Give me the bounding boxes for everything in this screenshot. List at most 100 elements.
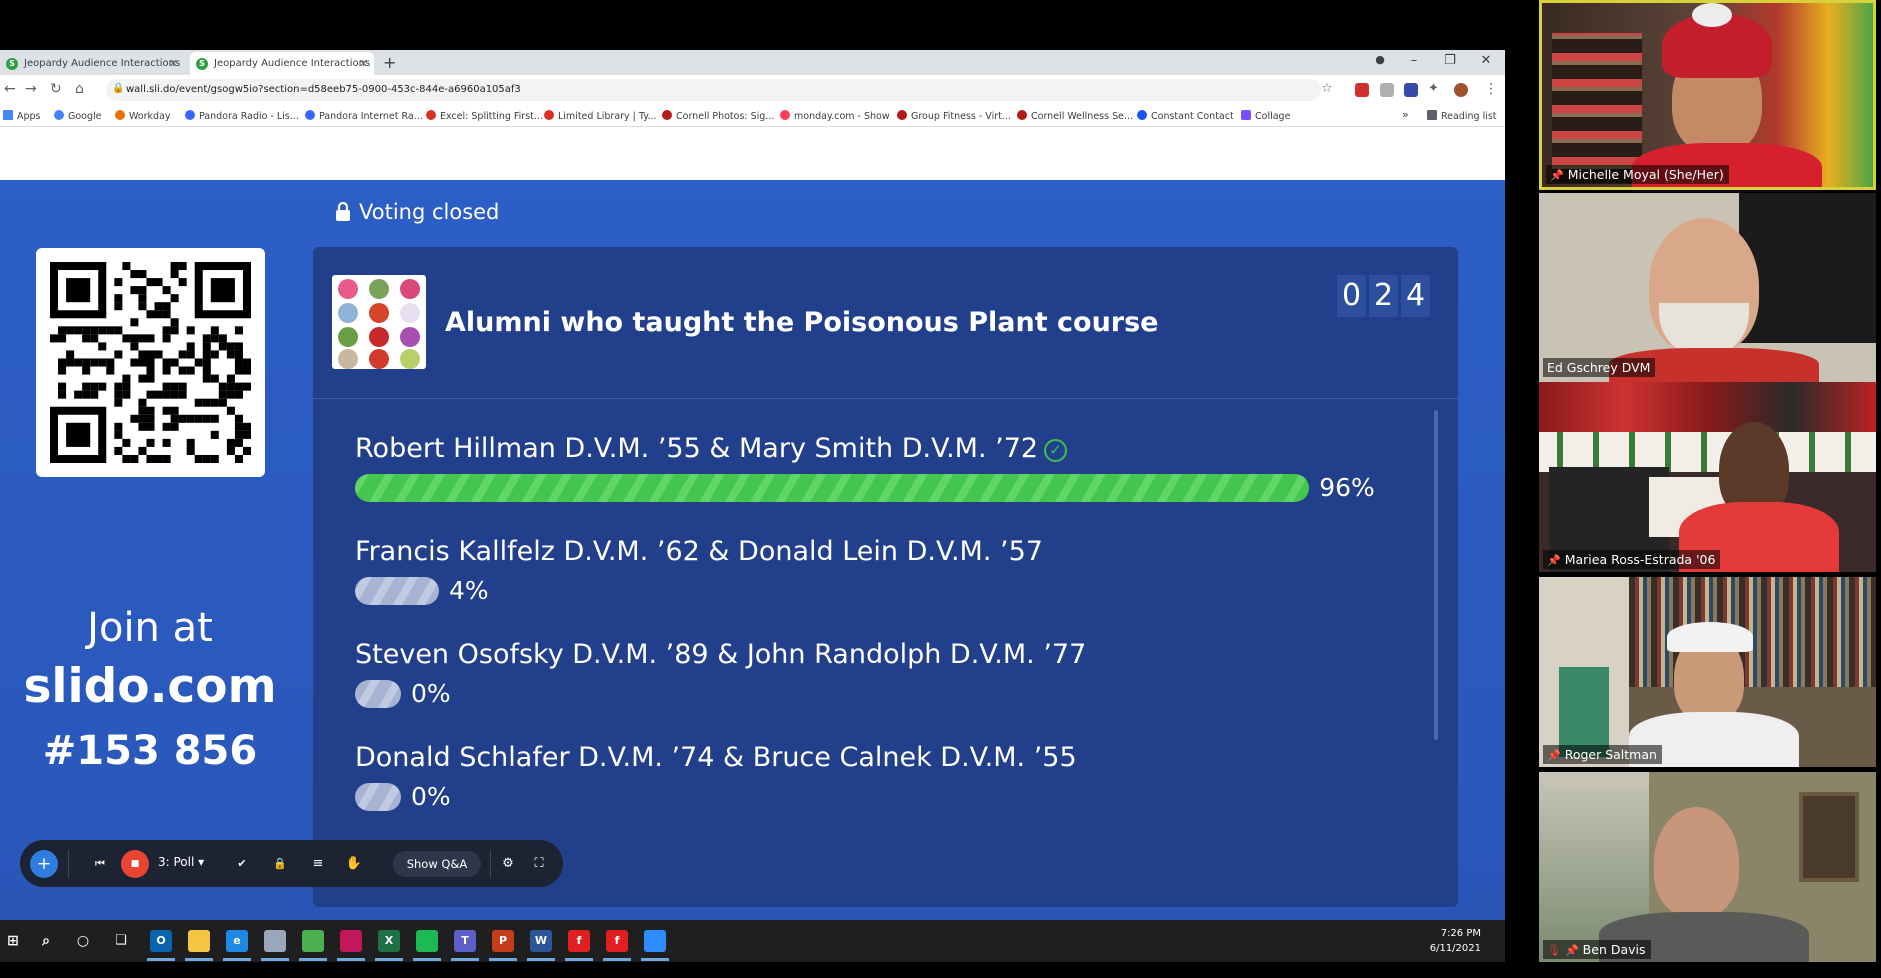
poll-scrollbar[interactable]	[1434, 410, 1438, 740]
search-icon[interactable]: ⌕	[42, 933, 50, 949]
pin-icon: 📌	[1547, 554, 1561, 567]
poll-option: Steven Osofsky D.V.M. ’89 & John Randolp…	[355, 639, 1415, 708]
browser-tab-1[interactable]: S Jeopardy Audience Interactions ✕	[0, 52, 184, 75]
settings-gear-icon[interactable]: ⚙	[502, 856, 514, 871]
flash2-icon[interactable]: f	[606, 930, 628, 952]
edge-icon[interactable]: e	[226, 930, 248, 952]
show-qa-button[interactable]: Show Q&A	[393, 851, 481, 877]
participant-face	[1654, 807, 1739, 917]
fullscreen-icon[interactable]: ⛶	[534, 856, 544, 871]
lock-voting-icon[interactable]: 🔒	[273, 857, 287, 870]
close-tab-icon[interactable]: ✕	[168, 57, 178, 70]
cortana-icon[interactable]: ○	[76, 933, 90, 949]
add-icon[interactable]: +	[30, 850, 58, 878]
vote-counter-digit: 0	[1337, 275, 1366, 317]
voting-status: Voting closed	[335, 200, 499, 224]
bookmark-pandora-internet[interactable]: Pandora Internet Ra...	[305, 110, 423, 122]
new-tab-icon[interactable]: +	[383, 53, 397, 72]
poll-result-bar	[355, 577, 439, 605]
media-control-icon[interactable]: ●	[1375, 53, 1385, 66]
back-icon[interactable]: ←	[4, 81, 16, 97]
more-bookmarks-icon[interactable]: »	[1402, 108, 1409, 121]
extensions-puzzle-icon[interactable]: ✦	[1428, 81, 1439, 96]
word-icon[interactable]: W	[530, 930, 552, 952]
bookmark-constant-contact[interactable]: Constant Contact	[1137, 110, 1234, 122]
poll-selector[interactable]: 3: Poll ▾	[158, 855, 205, 869]
pdf-extension-icon[interactable]	[1355, 83, 1369, 97]
teams-icon[interactable]: T	[454, 930, 476, 952]
check-circle-icon[interactable]: ✔	[237, 857, 247, 870]
participant-name-tag: Ed Gschrey DVM	[1543, 358, 1656, 377]
taskbar-running-indicator	[261, 958, 289, 961]
bookmark-label: Limited Library | Ty...	[558, 111, 657, 122]
clock-date: 6/11/2021	[1429, 943, 1481, 954]
previous-icon[interactable]: ⏮	[95, 857, 105, 870]
tab-title: Jeopardy Audience Interactions	[24, 58, 181, 69]
participant-name: Mariea Ross-Estrada '06	[1564, 552, 1716, 567]
r-extension-icon[interactable]	[1404, 83, 1418, 97]
restore-icon[interactable]: ❐	[1444, 53, 1456, 68]
bookmark-google[interactable]: Google	[54, 110, 102, 122]
app2-icon[interactable]	[340, 930, 362, 952]
poll-result-bar	[355, 474, 1310, 502]
system-clock[interactable]: 7:26 PM 6/11/2021	[1430, 926, 1481, 956]
results-list-icon[interactable]: ≡	[312, 856, 324, 871]
app-icon[interactable]	[264, 930, 286, 952]
extension-icon[interactable]	[1380, 83, 1394, 97]
bookmark-workday[interactable]: Workday	[115, 110, 171, 122]
pin-icon: 📌	[1564, 944, 1579, 957]
video-tile-michelle[interactable]: 📌 Michelle Moyal (She/Her)	[1539, 0, 1876, 190]
taskbar-running-indicator	[147, 958, 175, 961]
muted-mic-icon: 🎙	[1547, 944, 1561, 957]
chrome-icon[interactable]	[302, 930, 324, 952]
bookmark-pandora-radio[interactable]: Pandora Radio - Lis...	[185, 110, 299, 122]
close-tab-icon[interactable]: ✕	[358, 57, 368, 70]
stop-icon[interactable]: ■	[121, 850, 149, 878]
url-field[interactable]: 🔒 wall.sli.do/event/gsogw5io?section=d58…	[106, 79, 1321, 101]
menu-kebab-icon[interactable]: ⋮	[1484, 81, 1498, 97]
hand-cursor-icon[interactable]: ✋	[345, 856, 363, 871]
bookmark-group-fitness[interactable]: Group Fitness - Virt...	[897, 110, 1011, 122]
reading-list-button[interactable]: Reading list	[1427, 110, 1497, 122]
reload-icon[interactable]: ↻	[50, 81, 62, 97]
bookmark-cornell-photos[interactable]: Cornell Photos: Sig...	[662, 110, 774, 122]
taskbar-running-indicator	[489, 958, 517, 961]
poll-result-bar	[355, 783, 401, 811]
spotify-icon[interactable]	[416, 930, 438, 952]
bookmark-monday[interactable]: monday.com - Show	[780, 110, 890, 122]
video-tile-mariea[interactable]: 📌 Mariea Ross-Estrada '06	[1539, 382, 1876, 572]
outlook-icon[interactable]: O	[150, 930, 172, 952]
youtube-icon	[426, 110, 436, 120]
taskbar-running-indicator	[185, 958, 213, 961]
excel-icon[interactable]: X	[378, 930, 400, 952]
window-close-icon[interactable]: ✕	[1480, 53, 1492, 68]
qr-code	[36, 248, 265, 477]
tab-title: Jeopardy Audience Interactions |	[214, 58, 374, 69]
powerpoint-icon[interactable]: P	[492, 930, 514, 952]
vote-counter-digit: 2	[1369, 275, 1398, 317]
video-tile-roger[interactable]: 📌 Roger Saltman	[1539, 577, 1876, 767]
zoom-icon[interactable]	[644, 930, 666, 952]
bookmark-apps[interactable]: Apps	[3, 110, 41, 122]
profile-avatar[interactable]	[1454, 83, 1468, 97]
poll-selector-label: 3: Poll	[158, 855, 195, 869]
file-explorer-icon[interactable]	[188, 930, 210, 952]
url-text: wall.sli.do/event/gsogw5io?section=d58ee…	[126, 84, 521, 95]
bookmark-cornell-wellness[interactable]: Cornell Wellness Se...	[1017, 110, 1133, 122]
video-tile-ed[interactable]: Ed Gschrey DVM	[1539, 193, 1876, 383]
bookmark-star-icon[interactable]: ☆	[1321, 81, 1333, 96]
participant-face	[1719, 422, 1789, 517]
home-icon[interactable]: ⌂	[75, 81, 84, 97]
bookmark-collage[interactable]: Collage	[1241, 110, 1290, 122]
bookmark-excel-splitting[interactable]: Excel: Splitting First...	[426, 110, 543, 122]
apps-grid-icon	[3, 110, 13, 120]
video-tile-ben[interactable]: 🎙 📌 Ben Davis	[1539, 772, 1876, 962]
task-view-icon[interactable]: ❑	[115, 933, 127, 948]
browser-tab-2[interactable]: S Jeopardy Audience Interactions | ✕	[190, 52, 374, 75]
bookmark-limited-library[interactable]: Limited Library | Ty...	[544, 110, 657, 122]
flash-icon[interactable]: f	[568, 930, 590, 952]
windows-start-icon[interactable]: ⊞	[7, 933, 19, 949]
forward-icon[interactable]: →	[25, 81, 37, 97]
minimize-icon[interactable]: –	[1410, 53, 1418, 68]
